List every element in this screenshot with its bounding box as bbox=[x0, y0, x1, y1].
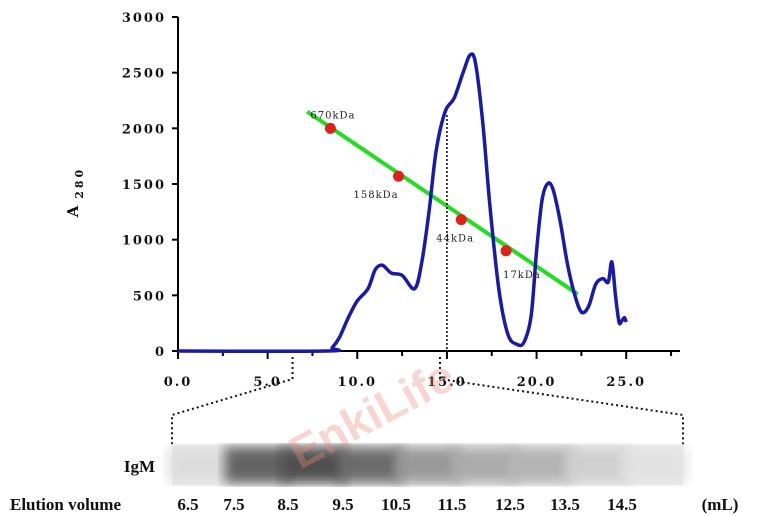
x-tick-label: 0.0 bbox=[164, 375, 193, 390]
blot-band bbox=[224, 447, 290, 483]
zoom-line-left bbox=[171, 357, 294, 445]
y-tick-label: 2000 bbox=[122, 122, 166, 137]
blot-band bbox=[168, 447, 233, 483]
fraction-label: 9.5 bbox=[332, 495, 353, 514]
fraction-label: 11.5 bbox=[438, 495, 467, 514]
standard-label: 44kDa bbox=[436, 234, 474, 245]
elution-volume-label: Elution volume bbox=[10, 495, 121, 514]
x-tick-label: 10.0 bbox=[337, 375, 377, 390]
blot-band bbox=[395, 447, 460, 483]
standard-point bbox=[455, 214, 467, 226]
y-tick-label: 500 bbox=[133, 289, 166, 304]
fraction-label: 13.5 bbox=[550, 495, 580, 514]
x-tick-label: 20.0 bbox=[517, 375, 557, 390]
x-tick-label: 5.0 bbox=[253, 375, 282, 390]
x-tick-label: 15.0 bbox=[427, 375, 467, 390]
fraction-label: 14.5 bbox=[607, 495, 637, 514]
blot-band bbox=[281, 447, 347, 483]
fraction-label: 10.5 bbox=[381, 495, 411, 514]
y-tick-label: 2500 bbox=[122, 67, 166, 82]
standard-point bbox=[393, 170, 405, 182]
standard-point bbox=[500, 245, 512, 257]
unit-label: (mL) bbox=[702, 495, 739, 514]
y-tick-label: 0 bbox=[155, 345, 166, 360]
y-tick-label: 1000 bbox=[122, 234, 166, 249]
blot-row-label: IgM bbox=[124, 457, 155, 476]
fraction-label: 6.5 bbox=[177, 495, 198, 514]
x-tick-label: 25.0 bbox=[606, 375, 646, 390]
standard-label: 670kDa bbox=[310, 110, 355, 121]
zoom-line-right bbox=[438, 357, 684, 445]
fraction-label: 8.5 bbox=[277, 495, 298, 514]
standard-label: 158kDa bbox=[354, 190, 399, 201]
blot-band bbox=[565, 447, 631, 483]
blot-band bbox=[338, 447, 404, 483]
blot-band bbox=[508, 447, 574, 483]
chart-area: 0 500 1000 1500 2000 2500 3000 0.0 5.0 10.0 15.0 20… bbox=[64, 11, 680, 390]
standard-label: 17kDa bbox=[503, 270, 541, 281]
y-tick-label: 1500 bbox=[122, 178, 166, 193]
y-tick-label: 3000 bbox=[122, 11, 166, 26]
y-axis-label: A 280 bbox=[64, 167, 86, 218]
blot-band bbox=[622, 447, 687, 483]
standard-point bbox=[324, 122, 336, 134]
blot-band bbox=[451, 447, 517, 483]
fraction-label: 12.5 bbox=[495, 495, 525, 514]
calibration-line bbox=[305, 109, 579, 296]
a280-trace bbox=[177, 52, 628, 353]
fraction-label: 7.5 bbox=[223, 495, 244, 514]
